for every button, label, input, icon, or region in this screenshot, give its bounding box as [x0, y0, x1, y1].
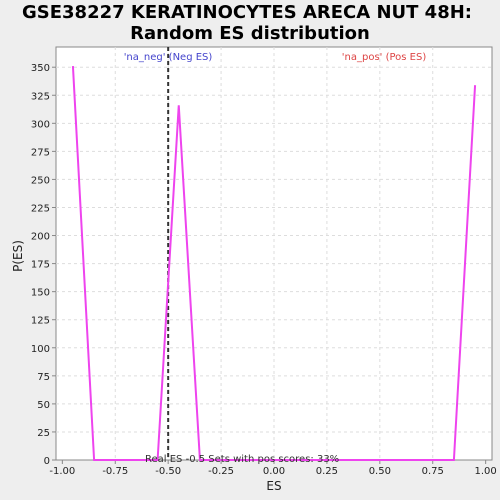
y-tick-label: 175: [31, 260, 50, 271]
chart-title-line-2: Random ES distribution: [130, 23, 370, 44]
x-tick-label: -0.75: [102, 466, 128, 477]
y-tick-label: 25: [37, 428, 50, 439]
y-tick-label: 225: [31, 203, 50, 214]
pos-es-label: 'na_pos' (Pos ES): [342, 52, 427, 63]
y-tick-label: 50: [37, 400, 50, 411]
y-tick-label: 250: [31, 175, 50, 186]
y-tick-label: 275: [31, 147, 50, 158]
neg-es-label: 'na_neg' (Neg ES): [124, 52, 213, 63]
x-tick-label: -0.50: [155, 466, 181, 477]
x-tick-label: 0.00: [263, 466, 285, 477]
x-tick-label: -0.25: [208, 466, 234, 477]
x-tick-label: 0.75: [422, 466, 444, 477]
x-tick-label: 0.25: [316, 466, 338, 477]
y-axis-label: P(ES): [11, 240, 25, 272]
x-tick-label: -1.00: [49, 466, 75, 477]
y-tick-label: 300: [31, 119, 50, 130]
y-tick-label: 350: [31, 63, 50, 74]
chart-title-line-1: GSE38227 KERATINOCYTES ARECA NUT 48H:: [22, 2, 472, 23]
y-tick-label: 150: [31, 288, 50, 299]
y-tick-label: 200: [31, 232, 50, 243]
real-es-annotation: Real ES -0.5 Sets with pos scores: 33%: [145, 454, 339, 465]
x-axis-label: ES: [266, 479, 281, 493]
y-tick-label: 75: [37, 372, 50, 383]
y-tick-label: 125: [31, 316, 50, 327]
y-tick-label: 325: [31, 91, 50, 102]
x-tick-label: 0.50: [369, 466, 391, 477]
y-tick-label: 100: [31, 344, 50, 355]
x-tick-label: 1.00: [475, 466, 497, 477]
